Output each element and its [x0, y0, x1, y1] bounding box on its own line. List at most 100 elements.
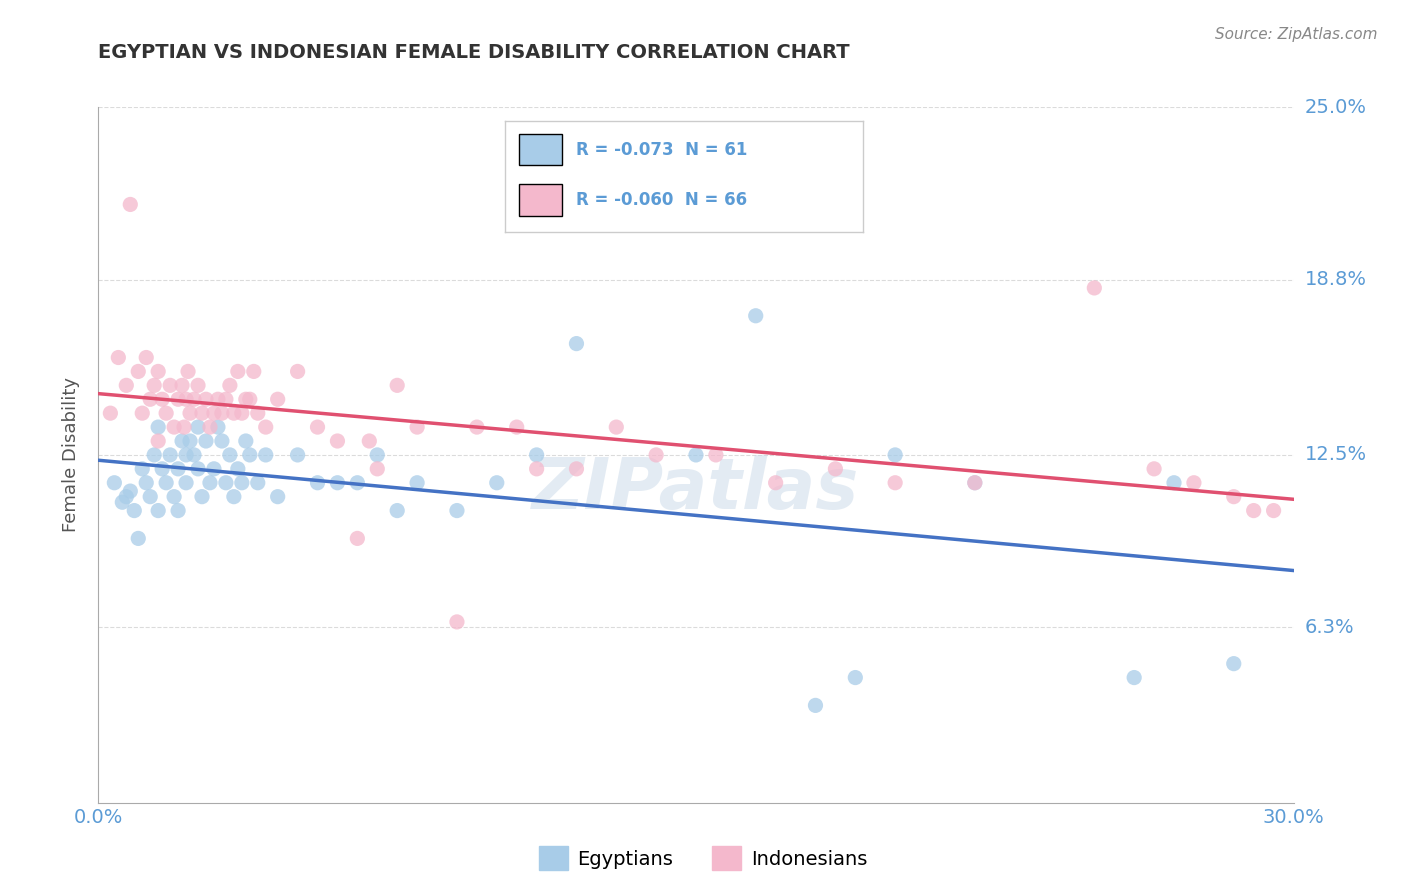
Point — [1223, 490, 1246, 504]
Point — [745, 309, 768, 323]
Point — [526, 448, 548, 462]
Point — [143, 378, 166, 392]
Point — [366, 448, 388, 462]
Point — [139, 490, 162, 504]
Point — [219, 448, 242, 462]
Point — [150, 392, 173, 407]
Point — [605, 420, 627, 434]
Point — [685, 448, 707, 462]
Point — [155, 406, 177, 420]
Point — [174, 392, 197, 407]
Point — [191, 406, 214, 420]
Point — [167, 503, 190, 517]
Point — [115, 378, 138, 392]
Point — [239, 448, 262, 462]
Point — [359, 434, 381, 448]
Point — [135, 475, 157, 490]
Text: 6.3%: 6.3% — [1305, 618, 1354, 637]
Point — [183, 392, 205, 407]
Point — [485, 475, 508, 490]
Point — [120, 197, 142, 211]
Point — [107, 351, 129, 365]
Point — [844, 671, 866, 685]
Point — [385, 503, 409, 517]
Point — [235, 434, 257, 448]
Point — [195, 434, 218, 448]
Point — [98, 406, 122, 420]
Point — [506, 420, 529, 434]
Point — [526, 462, 548, 476]
Point — [231, 406, 253, 420]
Point — [187, 378, 209, 392]
Point — [963, 475, 986, 490]
Point — [187, 462, 209, 476]
Point — [215, 392, 238, 407]
Point — [963, 475, 986, 490]
Point — [148, 364, 170, 378]
Text: 25.0%: 25.0% — [1305, 97, 1367, 117]
Point — [139, 392, 162, 407]
Point — [159, 378, 181, 392]
Point — [207, 420, 229, 434]
Point — [195, 392, 218, 407]
Point — [163, 420, 186, 434]
Point — [406, 475, 429, 490]
Point — [127, 532, 149, 546]
Point — [187, 420, 209, 434]
Point — [1123, 671, 1146, 685]
Point — [198, 420, 221, 434]
Point — [226, 462, 249, 476]
Point — [1223, 657, 1246, 671]
Point — [326, 434, 349, 448]
Point — [131, 462, 153, 476]
Point — [226, 364, 249, 378]
Point — [231, 475, 253, 490]
Point — [219, 378, 242, 392]
Point — [346, 532, 368, 546]
Point — [565, 336, 588, 351]
Point — [159, 448, 181, 462]
Point — [1263, 503, 1285, 517]
Point — [131, 406, 153, 420]
Point — [765, 475, 787, 490]
Point — [207, 392, 229, 407]
Point — [804, 698, 827, 713]
Point — [103, 475, 125, 490]
Point — [191, 490, 214, 504]
Point — [1163, 475, 1185, 490]
Point — [148, 420, 170, 434]
Point — [183, 448, 205, 462]
Point — [254, 448, 277, 462]
Point — [211, 434, 233, 448]
Point — [385, 378, 409, 392]
Point — [307, 475, 329, 490]
Point — [148, 503, 170, 517]
Point — [173, 420, 195, 434]
Point — [235, 392, 257, 407]
Point — [254, 420, 277, 434]
Point — [177, 364, 200, 378]
Point — [127, 364, 149, 378]
Point — [287, 448, 309, 462]
Point — [1143, 462, 1166, 476]
Point — [222, 406, 245, 420]
Point — [211, 406, 233, 420]
Text: Source: ZipAtlas.com: Source: ZipAtlas.com — [1215, 27, 1378, 42]
Point — [565, 462, 588, 476]
Point — [824, 462, 846, 476]
Point — [179, 434, 201, 448]
Point — [287, 364, 309, 378]
Point — [704, 448, 727, 462]
Legend: Egyptians, Indonesians: Egyptians, Indonesians — [530, 838, 876, 878]
Text: 12.5%: 12.5% — [1305, 445, 1367, 465]
Point — [174, 448, 197, 462]
Point — [115, 490, 138, 504]
Point — [143, 448, 166, 462]
Point — [307, 420, 329, 434]
Point — [1083, 281, 1105, 295]
Point — [267, 392, 290, 407]
Point — [1243, 503, 1265, 517]
Point — [267, 490, 290, 504]
Point — [163, 490, 186, 504]
Point — [135, 351, 157, 365]
